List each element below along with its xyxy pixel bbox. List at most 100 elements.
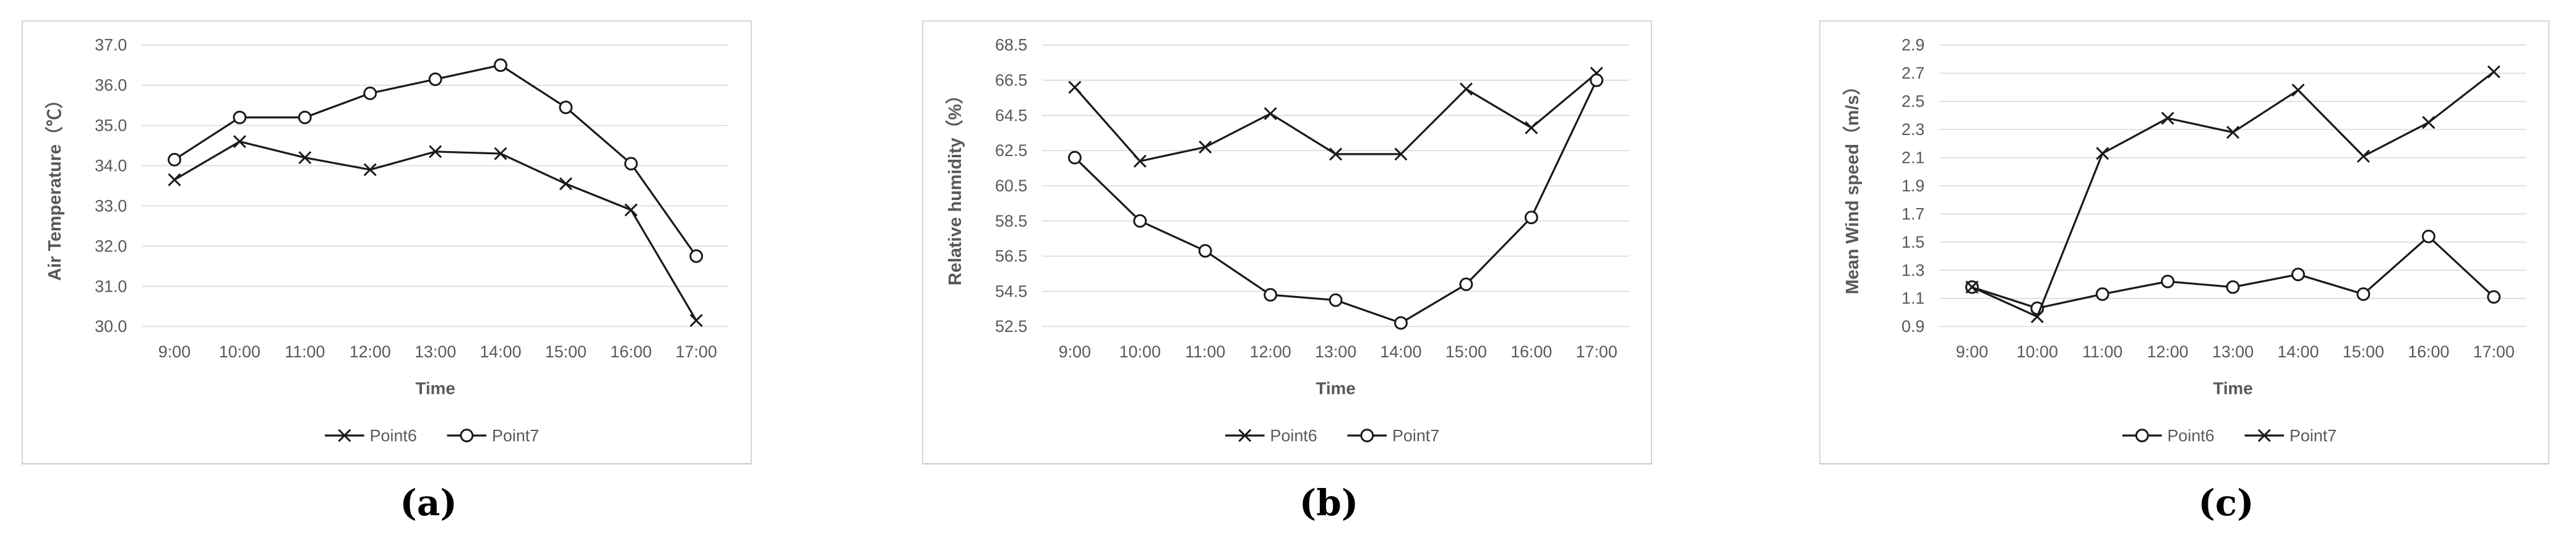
x-tick-label: 15:00 (2343, 342, 2384, 361)
y-tick-label: 64.5 (995, 106, 1027, 124)
series-line (174, 64, 697, 257)
x-tick-label: 11:00 (1185, 342, 1225, 361)
x-tick-label: 11:00 (2082, 342, 2122, 361)
o-marker (2356, 287, 2371, 301)
series-line (1074, 72, 1598, 163)
y-tick-label: 58.5 (995, 212, 1027, 230)
x-tick-label: 13:00 (2212, 342, 2254, 361)
o-marker (428, 72, 442, 86)
x-marker (1264, 107, 1277, 121)
y-axis-tick-labels: 52.5 54.5 56.5 58.5 60.5 62.5 64.5 66.5 68.5 (995, 36, 1027, 336)
series-point7 (1965, 65, 2501, 323)
o-marker (2226, 280, 2240, 294)
series-line (174, 140, 697, 321)
legend: Point6 Point7 (324, 427, 539, 445)
x-marker (559, 177, 572, 191)
o-marker (1590, 73, 1604, 87)
y-tick-label: 54.5 (995, 282, 1027, 300)
gridlines (142, 44, 729, 328)
y-tick-label: 2.5 (1902, 92, 1924, 111)
y-tick-label: 1.7 (1902, 204, 1924, 223)
x-tick-label: 13:00 (1315, 342, 1356, 361)
chart-panel-mean-wind-speed: 0.9 1.1 1.3 1.5 1.7 1.9 2.1 2.3 2.5 2.7 2.9 9:00 10:… (1819, 20, 2549, 464)
o-marker (1264, 288, 1278, 302)
x-marker (1329, 147, 1343, 161)
y-tick-label: 34.0 (95, 157, 127, 175)
o-marker (233, 110, 247, 124)
o-marker (494, 58, 507, 72)
x-tick-label: 10:00 (2017, 342, 2058, 361)
legend-label: Point7 (492, 427, 539, 445)
figure-caption-a: (a) (400, 482, 457, 524)
x-marker (1133, 154, 1147, 168)
x-marker (429, 145, 442, 159)
legend-label: Point7 (2290, 427, 2337, 445)
relative-humidity-chart: 52.5 54.5 56.5 58.5 60.5 62.5 64.5 66.5 68.5 9:00… (945, 36, 1629, 445)
series-line (1971, 71, 2495, 318)
y-axis-title: Mean Wind speed（m/s） (1842, 77, 1863, 295)
y-tick-label: 2.9 (1902, 36, 1924, 54)
y-tick-label: 62.5 (995, 141, 1027, 160)
y-tick-label: 66.5 (995, 71, 1027, 90)
x-tick-label: 17:00 (2473, 342, 2515, 361)
o-marker (1459, 277, 1473, 292)
x-marker (298, 151, 312, 165)
o-marker (2161, 274, 2175, 289)
y-tick-label: 52.5 (995, 317, 1027, 336)
o-marker (2135, 429, 2149, 443)
y-tick-label: 1.1 (1902, 289, 1924, 308)
legend-label: Point7 (1392, 427, 1439, 445)
x-axis-title: Time (415, 379, 455, 398)
x-marker (1238, 429, 1252, 442)
x-marker (2226, 126, 2240, 139)
o-marker (1133, 214, 1147, 228)
chart-panel-relative-humidity: 52.5 54.5 56.5 58.5 60.5 62.5 64.5 66.5 68.5 9:00… (922, 20, 1652, 464)
legend: Point6 Point7 (2122, 427, 2337, 445)
x-tick-label: 16:00 (610, 342, 652, 361)
legend-label: Point6 (370, 427, 417, 445)
x-marker (338, 429, 351, 442)
x-marker (2096, 147, 2109, 160)
x-marker (1459, 82, 1473, 96)
x-tick-label: 12:00 (1250, 342, 1291, 361)
x-axis-tick-labels: 9:00 10:00 11:00 12:00 13:00 14:00 15:00 16:00 1… (1956, 342, 2515, 361)
series-point7 (1067, 73, 1604, 330)
o-marker (2487, 290, 2501, 304)
y-tick-label: 0.9 (1902, 317, 1924, 336)
chart-panel-air-temperature: 30.0 31.0 32.0 33.0 34.0 35.0 36.0 37.0 9:00 10:0… (22, 20, 752, 464)
o-marker (298, 110, 312, 124)
x-tick-label: 16:00 (2408, 342, 2449, 361)
o-marker (2291, 268, 2305, 282)
y-tick-label: 37.0 (95, 36, 127, 54)
x-tick-label: 14:00 (480, 342, 521, 361)
x-tick-label: 15:00 (1445, 342, 1487, 361)
o-marker (363, 86, 377, 100)
y-axis-title: Air Temperature（℃） (45, 90, 65, 281)
x-marker (1525, 121, 1538, 134)
legend-label: Point6 (1270, 427, 1317, 445)
o-marker (1524, 211, 1538, 225)
y-tick-label: 1.9 (1902, 176, 1924, 195)
x-marker (2030, 310, 2044, 323)
y-tick-label: 1.3 (1902, 261, 1924, 279)
x-marker (689, 313, 703, 328)
series-line (1971, 235, 2495, 310)
y-tick-label: 68.5 (995, 36, 1027, 54)
o-marker (2095, 287, 2109, 301)
o-marker (689, 249, 704, 263)
x-axis-title: Time (1316, 379, 1355, 398)
x-marker (2257, 429, 2271, 442)
gridlines (1042, 44, 1629, 328)
y-tick-label: 30.0 (95, 317, 127, 336)
series-line (1074, 79, 1598, 324)
x-tick-label: 14:00 (2277, 342, 2319, 361)
y-tick-label: 31.0 (95, 277, 127, 295)
x-marker (2422, 116, 2436, 129)
y-tick-label: 2.3 (1902, 120, 1924, 139)
x-marker (2291, 83, 2305, 97)
x-tick-label: 12:00 (2147, 342, 2189, 361)
y-axis-tick-labels: 0.9 1.1 1.3 1.5 1.7 1.9 2.1 2.3 2.5 2.7 2.9 (1902, 36, 1924, 336)
x-tick-label: 13:00 (415, 342, 456, 361)
y-tick-label: 56.5 (995, 247, 1027, 266)
